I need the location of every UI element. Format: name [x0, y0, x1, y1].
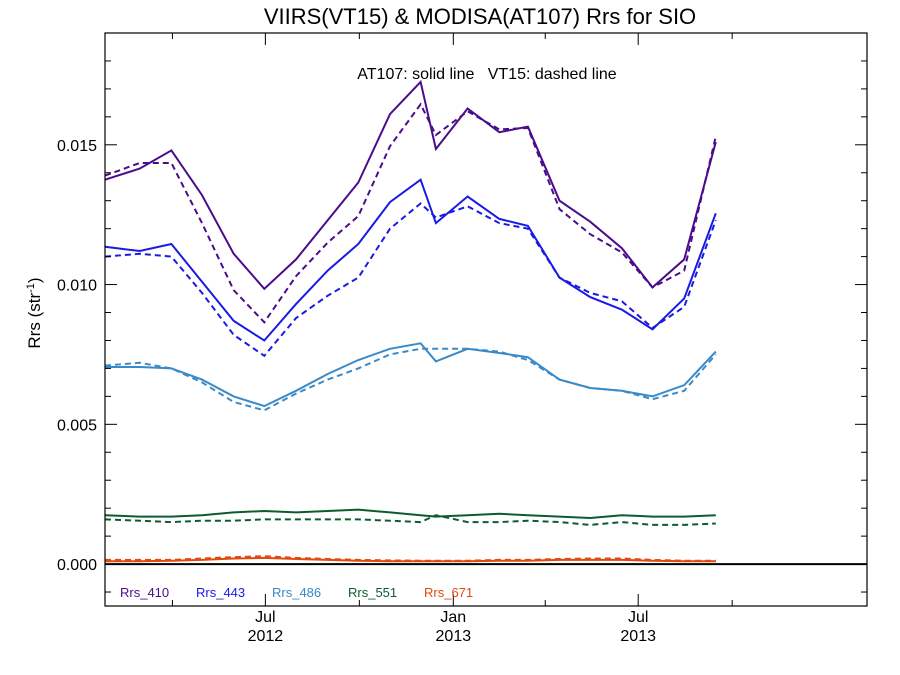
series-Rrs_410-solid-line	[104, 79, 717, 291]
series-Rrs_410-dashed-line	[104, 102, 717, 324]
chart-title: VIIRS(VT15) & MODISA(AT107) Rrs for SIO	[264, 4, 696, 29]
legend-entry-Rrs_443: Rrs_443	[196, 585, 245, 600]
plot-frame	[104, 32, 868, 607]
plot-area	[104, 79, 867, 566]
y-axis-label: Rrs (str-1)	[25, 277, 44, 348]
x-tick-label-month: Jan	[440, 609, 466, 626]
series-Rrs_551-solid-line	[104, 508, 716, 520]
legend-entry-Rrs_671: Rrs_671	[424, 585, 473, 600]
y-axis-label-main: Rrs (str	[25, 293, 44, 349]
legend-entry-Rrs_486: Rrs_486	[272, 585, 321, 600]
y-axis-label-superscript: -1	[25, 283, 37, 293]
legend-entry-Rrs_551: Rrs_551	[348, 585, 397, 600]
line-style-annotation: AT107: solid line VT15: dashed line	[357, 66, 617, 83]
series-Rrs_443-solid-line	[104, 178, 717, 342]
x-tick-label-year: 2013	[436, 628, 472, 645]
y-tick-label: 0.015	[57, 138, 97, 155]
x-tick-label-month: Jul	[255, 609, 275, 626]
series-Rrs_486-solid-line	[105, 342, 717, 408]
series-Rrs_551-dashed-line	[104, 514, 716, 526]
series-Rrs_443-dashed-line	[104, 202, 717, 358]
y-tick-label: 0.000	[57, 557, 97, 574]
y-axis-label-end: )	[25, 277, 44, 283]
axes: 0.000 0.005 0.010 0.015 Jul 2012 Jan 2013 Jul 201…	[57, 32, 868, 645]
legend: Rrs_410 Rrs_443 Rrs_486 Rrs_551 Rrs_671	[120, 585, 473, 600]
x-tick-label-year: 2012	[248, 628, 284, 645]
x-tick-label-year: 2013	[620, 628, 656, 645]
x-tick-label-month: Jul	[628, 609, 648, 626]
series-Rrs_486-dashed-line	[104, 347, 717, 412]
y-tick-label: 0.010	[57, 278, 97, 295]
y-tick-label: 0.005	[57, 417, 97, 434]
legend-entry-Rrs_410: Rrs_410	[120, 585, 169, 600]
series-Rrs_671-solid-line	[105, 556, 716, 563]
